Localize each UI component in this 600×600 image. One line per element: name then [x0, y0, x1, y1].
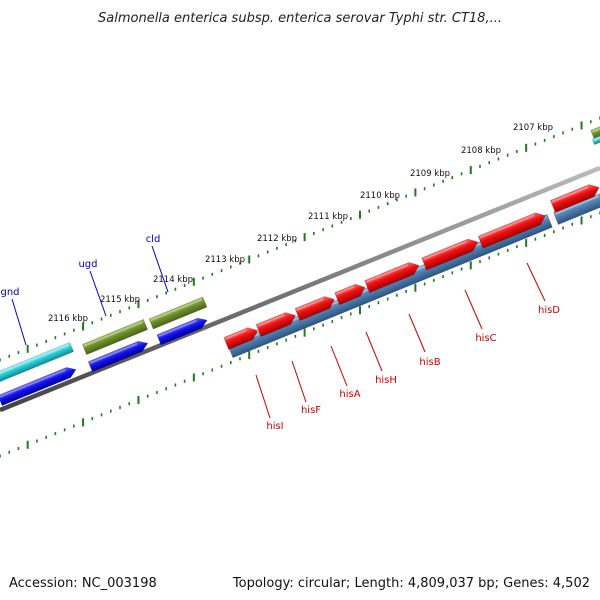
gene-block-olive[interactable] — [81, 319, 149, 355]
gene-label-gnd[interactable]: gnd — [0, 287, 19, 298]
gene-label-hisa[interactable]: hisA — [339, 389, 360, 400]
his-gene-arrow[interactable] — [294, 293, 337, 321]
tick-label: 2109 kbp — [410, 169, 450, 179]
feature-tracks — [0, 123, 600, 413]
tick-label: 2112 kbp — [257, 234, 297, 244]
tick-label: 2111 kbp — [308, 212, 348, 222]
tick-label: 2107 kbp — [513, 123, 553, 133]
tick-rows — [0, 116, 600, 458]
his-gene-arrow[interactable] — [223, 325, 260, 350]
gene-label-hish[interactable]: hisH — [375, 375, 397, 386]
label-leader-line — [464, 289, 483, 330]
tick-label: 2108 kbp — [461, 146, 501, 156]
gene-block-olive[interactable] — [590, 123, 600, 141]
gene-labels: 2107 kbp 2108 kbp 2109 kbp 2110 kbp 2111 kbp… — [0, 123, 560, 432]
his-gene-arrow[interactable] — [477, 210, 548, 249]
his-gene-arrow[interactable] — [255, 309, 298, 337]
gene-block-blue[interactable] — [87, 338, 150, 373]
tick-label: 2116 kbp — [48, 314, 88, 324]
his-gene-arrow[interactable] — [421, 236, 481, 271]
topology-text: Topology: circular; Length: 4,809,037 bp… — [232, 576, 590, 591]
gene-block-cyan[interactable] — [0, 341, 74, 387]
gene-label-hisf[interactable]: hisF — [301, 405, 321, 416]
accession-text: Accession: NC_003198 — [9, 576, 157, 591]
gene-label-hisi[interactable]: hisI — [266, 421, 283, 432]
label-leader-line — [365, 331, 383, 372]
tick-label: 2114 kbp — [153, 275, 193, 285]
label-leader-line — [89, 270, 107, 317]
map-title: Salmonella enterica subsp. enterica sero… — [98, 11, 502, 26]
tick-label: 2115 kbp — [100, 295, 140, 305]
his-gene-arrow[interactable] — [364, 259, 422, 293]
label-leader-line — [291, 360, 307, 403]
label-leader-line — [526, 262, 546, 302]
gene-label-hisc[interactable]: hisC — [475, 333, 496, 344]
tick-label: 2113 kbp — [205, 255, 245, 265]
outer-tick-row — [0, 116, 600, 362]
his-gene-arrow[interactable] — [550, 182, 600, 213]
label-leader-line — [255, 374, 271, 419]
his-gene-arrow[interactable] — [334, 281, 368, 306]
gene-label-hisb[interactable]: hisB — [419, 357, 440, 368]
label-leader-line — [151, 245, 169, 293]
label-leader-line — [11, 298, 27, 346]
tick-label: 2110 kbp — [360, 191, 400, 201]
inner-tick-row — [0, 211, 600, 458]
gene-label-ugd[interactable]: ugd — [78, 259, 97, 270]
label-leader-line — [330, 345, 348, 387]
gene-block-blue[interactable] — [156, 315, 209, 346]
gene-label-hisd[interactable]: hisD — [538, 305, 560, 316]
label-leader-line — [408, 313, 426, 353]
genome-backbone — [0, 165, 600, 413]
gene-label-cld[interactable]: cld — [146, 234, 161, 245]
gene-block-olive[interactable] — [148, 296, 208, 330]
gene-block-blue[interactable] — [0, 364, 78, 406]
